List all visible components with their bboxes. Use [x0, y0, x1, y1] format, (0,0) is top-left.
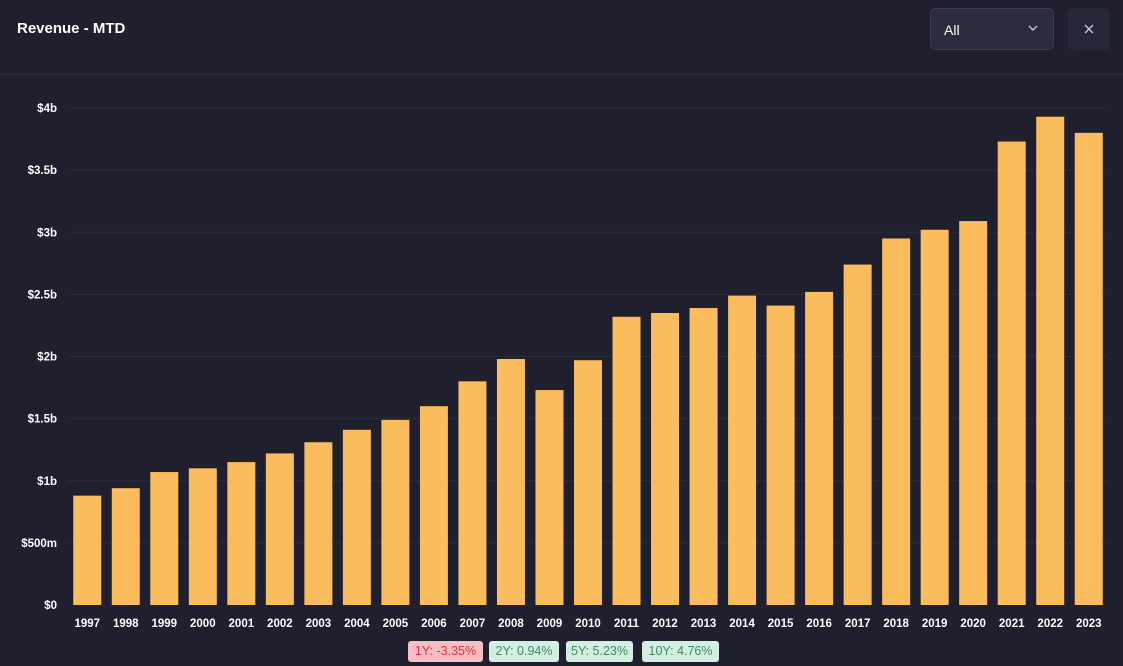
- chart-header: Revenue - MTD All: [0, 0, 1123, 75]
- bar-2015[interactable]: [766, 305, 795, 605]
- x-tick-label: 1997: [74, 618, 100, 630]
- growth-badge: 1Y: -3.35%: [408, 641, 483, 662]
- range-filter-select[interactable]: All: [930, 8, 1054, 50]
- close-icon: [1084, 24, 1094, 34]
- bar-2009[interactable]: [535, 390, 564, 605]
- bar-2000[interactable]: [188, 468, 217, 605]
- growth-badges: 1Y: -3.35% 2Y: 0.94% 5Y: 5.23% 10Y: 4.76%: [0, 641, 1123, 663]
- x-tick-label: 2019: [922, 618, 948, 630]
- x-tick-label: 1999: [151, 618, 177, 630]
- range-filter-value: All: [944, 22, 960, 38]
- x-tick-label: 2021: [999, 618, 1025, 630]
- x-tick-label: 2017: [845, 618, 871, 630]
- x-tick-label: 2008: [498, 618, 524, 630]
- bar-2007[interactable]: [458, 381, 487, 605]
- bar-2013[interactable]: [689, 308, 718, 605]
- bar-1999[interactable]: [150, 472, 179, 605]
- bar-2018[interactable]: [882, 238, 911, 605]
- bar-2012[interactable]: [651, 313, 680, 605]
- bar-2016[interactable]: [805, 291, 834, 605]
- bar-2005[interactable]: [381, 419, 410, 605]
- x-tick-label: 2023: [1076, 618, 1102, 630]
- bar-2011[interactable]: [612, 316, 641, 605]
- x-tick-label: 2010: [575, 618, 601, 630]
- bar-2004[interactable]: [342, 429, 371, 605]
- x-tick-label: 2015: [768, 618, 794, 630]
- bar-2006[interactable]: [419, 406, 448, 605]
- y-tick-label: $0: [44, 600, 57, 612]
- y-tick-label: $3.5b: [28, 165, 57, 177]
- x-tick-label: 2022: [1037, 618, 1063, 630]
- bar-2002[interactable]: [265, 453, 294, 605]
- bar-2017[interactable]: [843, 264, 872, 605]
- bar-2020[interactable]: [959, 221, 988, 605]
- x-tick-label: 2013: [691, 618, 717, 630]
- bar-2010[interactable]: [574, 360, 602, 605]
- growth-badge: 2Y: 0.94%: [489, 641, 559, 662]
- x-tick-label: 2002: [267, 618, 293, 630]
- x-tick-label: 2011: [614, 618, 640, 630]
- chevron-down-icon: [1028, 25, 1038, 31]
- bar-2022[interactable]: [1036, 116, 1065, 605]
- y-tick-label: $2.5b: [28, 289, 57, 301]
- x-tick-label: 2016: [806, 618, 832, 630]
- x-tick-label: 2003: [306, 618, 332, 630]
- y-tick-label: $2b: [37, 352, 57, 364]
- x-tick-label: 1998: [113, 618, 139, 630]
- x-tick-label: 2006: [421, 618, 447, 630]
- bar-1998[interactable]: [111, 488, 140, 605]
- x-tick-label: 2014: [729, 618, 755, 630]
- bar-1997[interactable]: [73, 495, 102, 605]
- x-tick-label: 2007: [460, 618, 486, 630]
- growth-badge: 5Y: 5.23%: [566, 641, 633, 662]
- x-tick-label: 2009: [537, 618, 563, 630]
- y-tick-label: $1b: [37, 476, 57, 488]
- bar-2023[interactable]: [1074, 132, 1103, 605]
- y-tick-label: $1.5b: [28, 414, 57, 426]
- x-tick-label: 2020: [960, 618, 986, 630]
- y-tick-label: $4b: [37, 103, 57, 115]
- bar-2008[interactable]: [496, 358, 525, 605]
- bar-2003[interactable]: [304, 442, 333, 605]
- y-tick-label: $500m: [21, 538, 57, 550]
- x-tick-label: 2012: [652, 618, 678, 630]
- close-button[interactable]: [1068, 8, 1110, 50]
- bar-2021[interactable]: [997, 141, 1026, 606]
- chart-title: Revenue - MTD: [17, 20, 126, 37]
- y-tick-label: $3b: [37, 227, 57, 239]
- x-tick-label: 2001: [229, 618, 255, 630]
- bar-chart: $0 $500m $1b $1.5b $2b $2.5b $3b $3.5b $4b 1997 19…: [21, 103, 1108, 630]
- bar-2001[interactable]: [227, 462, 256, 605]
- x-tick-label: 2004: [344, 618, 370, 630]
- x-tick-label: 2005: [383, 618, 409, 630]
- x-tick-label: 2018: [883, 618, 909, 630]
- bar-2019[interactable]: [920, 229, 949, 605]
- growth-badge: 10Y: 4.76%: [642, 641, 719, 662]
- x-tick-label: 2000: [190, 618, 216, 630]
- bar-2014[interactable]: [728, 295, 757, 605]
